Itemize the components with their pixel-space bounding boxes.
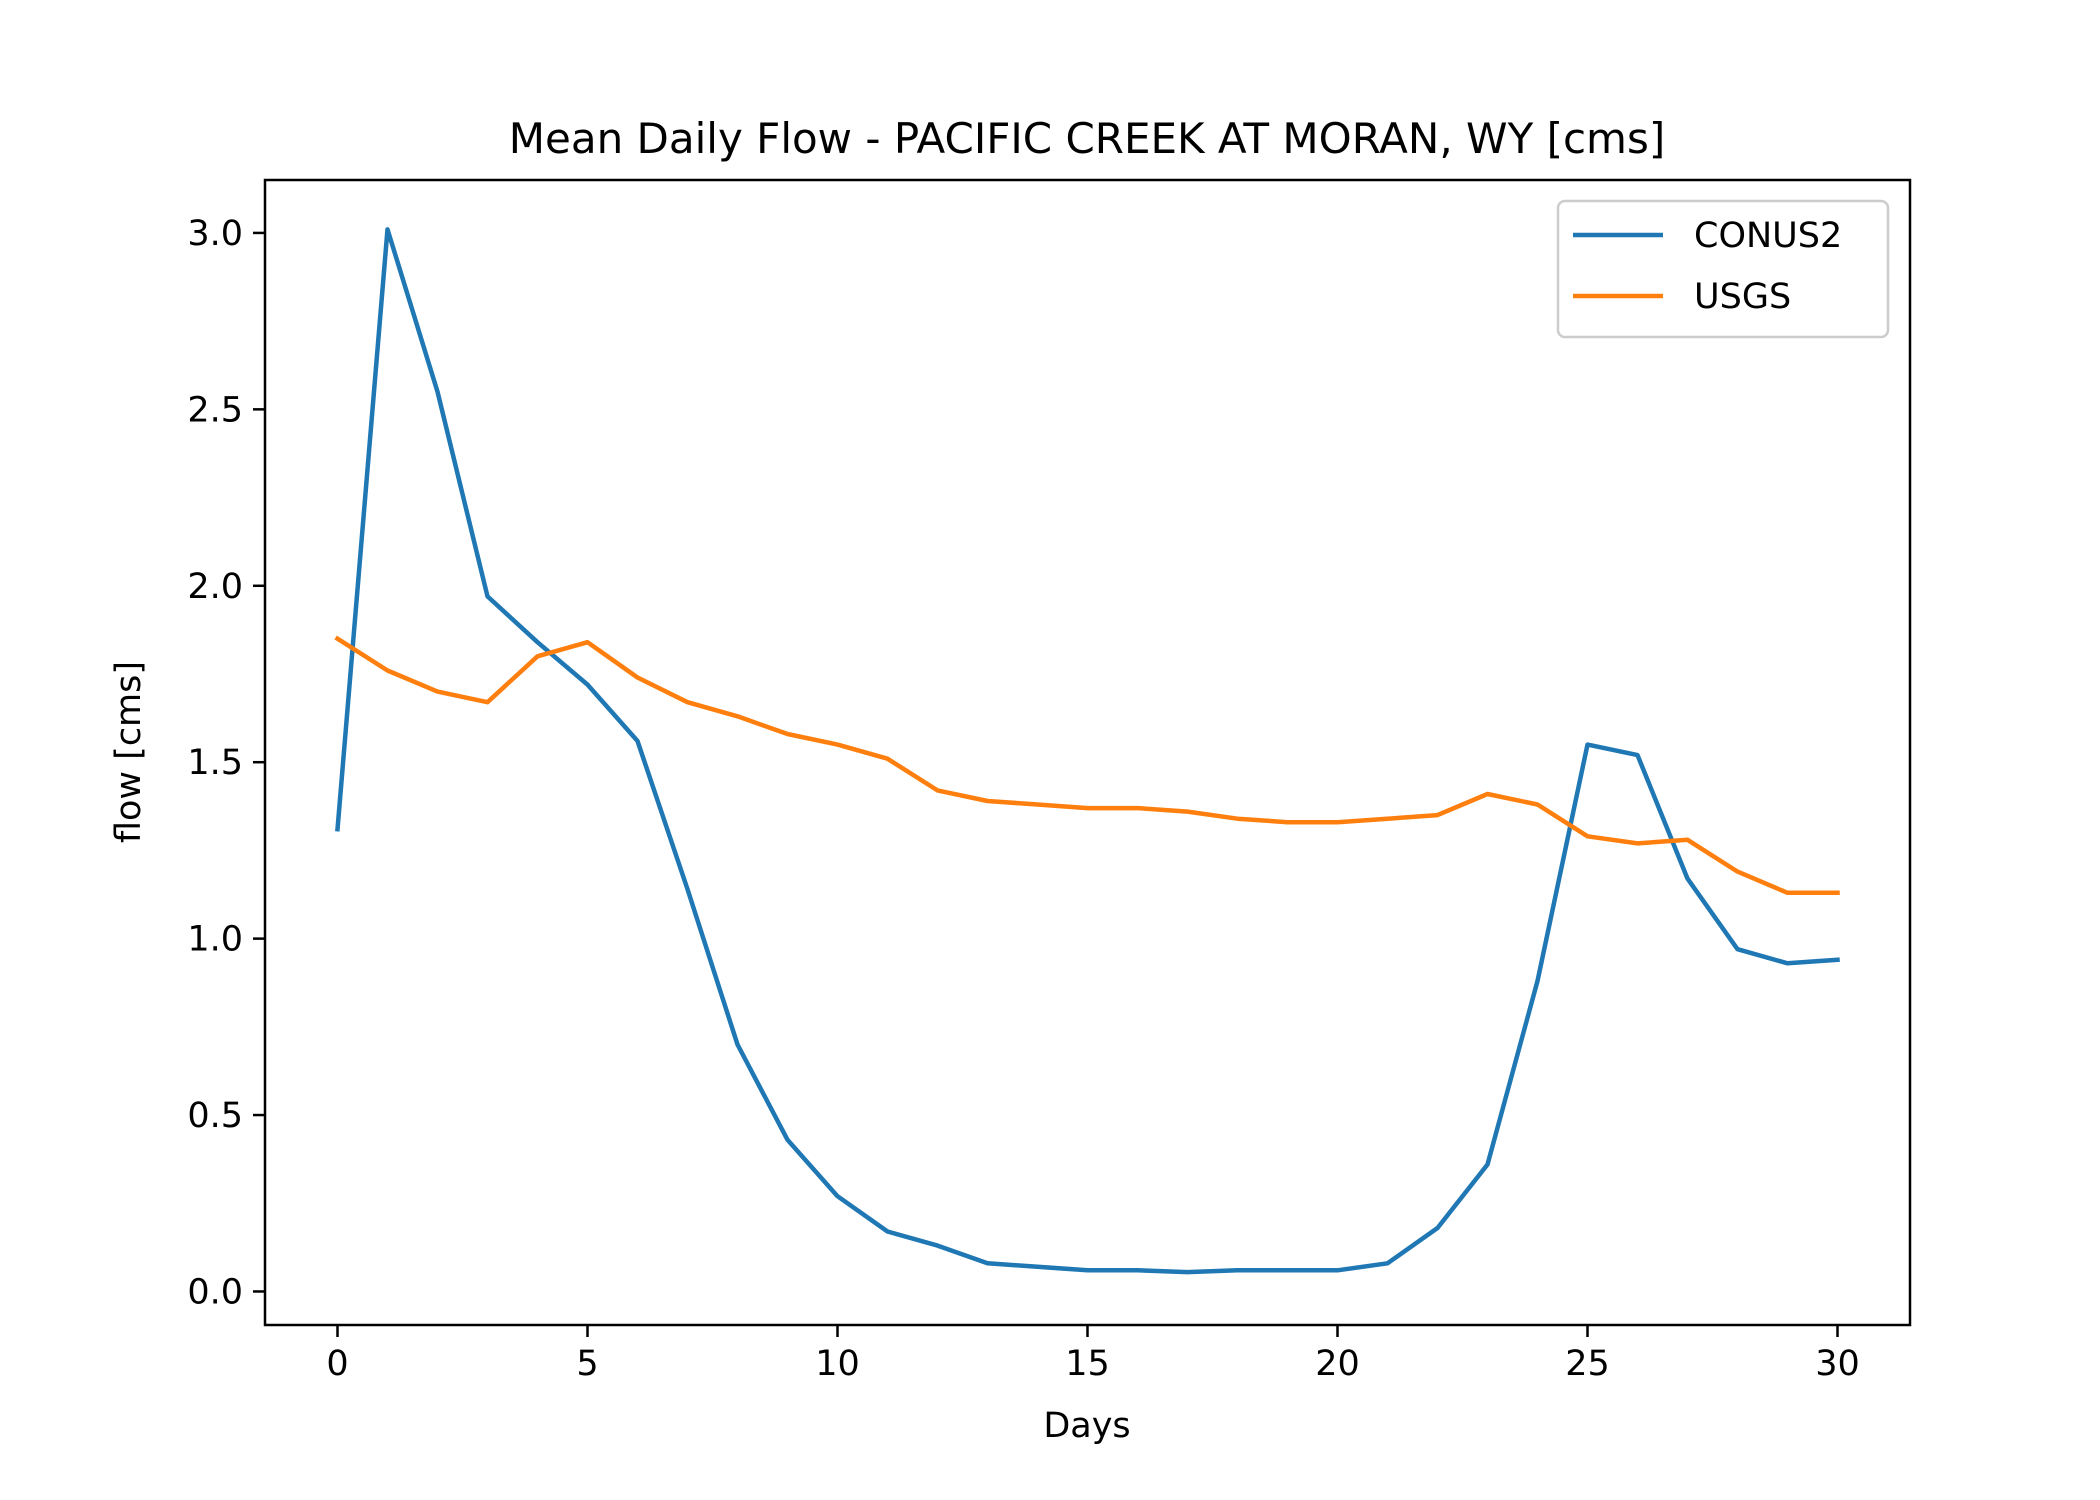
x-tick-label: 15 — [1065, 1344, 1110, 1384]
x-tick-label: 0 — [326, 1344, 348, 1384]
y-tick-label: 3.0 — [187, 214, 243, 254]
y-tick-label: 2.5 — [187, 390, 243, 430]
x-tick-label: 20 — [1315, 1344, 1360, 1384]
x-tick-label: 10 — [815, 1344, 860, 1384]
x-tick-label: 30 — [1815, 1344, 1860, 1384]
y-tick-label: 1.5 — [187, 743, 243, 783]
legend-label-conus2: CONUS2 — [1694, 216, 1842, 256]
series-line-usgs — [334, 635, 1840, 896]
y-axis-label: flow [cms] — [109, 661, 149, 843]
y-tick-label: 0.5 — [187, 1096, 243, 1136]
legend: CONUS2 USGS — [1556, 199, 1890, 339]
y-tick-label: 1.0 — [187, 920, 243, 960]
x-axis-label: Days — [1043, 1406, 1130, 1446]
legend-label-usgs: USGS — [1694, 277, 1791, 317]
series-layer — [334, 227, 1840, 1275]
y-tick-label: 2.0 — [187, 567, 243, 607]
y-tick-label: 0.0 — [187, 1272, 243, 1312]
chart-title: Mean Daily Flow - PACIFIC CREEK AT MORAN… — [509, 114, 1665, 163]
series-line-conus2 — [335, 227, 1840, 1275]
x-tick-label: 5 — [576, 1344, 598, 1384]
x-tick-label: 25 — [1565, 1344, 1610, 1384]
x-axis-ticks: 0 5 10 15 20 25 30 — [326, 1325, 1860, 1384]
y-axis-ticks: 0.0 0.5 1.0 1.5 2.0 2.5 3.0 — [187, 214, 265, 1312]
